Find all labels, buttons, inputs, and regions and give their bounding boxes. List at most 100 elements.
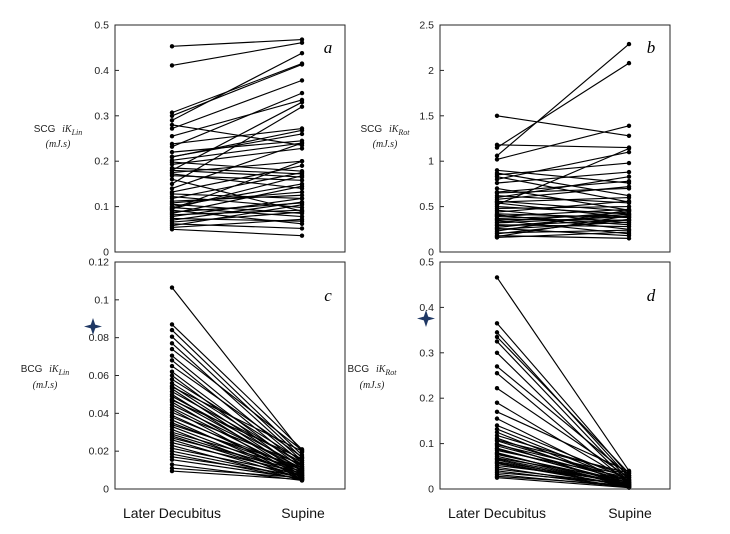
panel-d-point-later-decubitus [494, 426, 500, 432]
panel-c-subject-line [171, 414, 303, 476]
panel-a-point-later-decubitus [169, 122, 175, 128]
panel-a-subject-line [171, 99, 303, 137]
panel-c-subject-line [171, 431, 303, 470]
panel-d-subject-line [496, 424, 630, 480]
panel-c-point-supine [299, 448, 305, 454]
panel-c-ytick-label: 0 [103, 484, 109, 496]
panel-c-ytick-label: 0.08 [89, 332, 110, 344]
panel-c-subject-line [171, 442, 303, 474]
panel-b-point-supine [626, 195, 632, 200]
panel-b-point-supine [626, 198, 632, 204]
panel-a-subject-line [171, 211, 303, 223]
panel-b-frame [439, 24, 671, 253]
panel-a-point-supine [299, 163, 305, 168]
panel-a-ytick-label: 0.2 [94, 156, 109, 168]
panel-b-point-later-decubitus [494, 153, 500, 158]
panel-c-subject-line [171, 324, 303, 450]
panel-d-point-later-decubitus [494, 275, 500, 280]
panel-a-point-supine [299, 99, 305, 105]
panel-d-point-supine [626, 474, 632, 479]
panel-d-points [494, 275, 632, 490]
panel-a-ylabel-prefix: SCG [34, 124, 56, 135]
panel-b-point-supine [626, 123, 632, 128]
panel-b-ylabel: SCG iKRot [360, 124, 410, 137]
panel-a-point-supine [299, 50, 305, 56]
panel-b-ytick-label: 1 [428, 156, 434, 168]
panel-c-subject-line [171, 399, 303, 460]
panel-b-ylabel-sub: Rot [397, 128, 410, 137]
panel-a-point-supine [299, 189, 305, 195]
panel-b-point-supine [626, 224, 632, 229]
panel-a-subject-line [171, 124, 303, 146]
panel-c-subject-line [171, 459, 303, 480]
panel-a-subject-line [171, 228, 303, 237]
panel-b-point-supine [626, 186, 632, 191]
panel-a-point-supine [299, 178, 305, 183]
panel-b-point-supine [626, 133, 632, 138]
panel-a-frame [114, 24, 346, 253]
panel-c-subject-line [171, 348, 303, 451]
panel-b-point-later-decubitus [494, 199, 500, 205]
panel-c-point-later-decubitus [169, 377, 175, 382]
panel-b-subject-line [496, 216, 630, 224]
panel-c-subject-line [171, 437, 303, 472]
panel-d-point-later-decubitus [494, 334, 500, 340]
panel-d-lines [496, 277, 630, 489]
panel-a-point-later-decubitus [169, 126, 175, 131]
panel-a-subject-line [171, 178, 303, 212]
panel-a-subject-line [171, 79, 303, 130]
panel-a-point-supine [299, 40, 305, 45]
panel-a-point-supine [299, 196, 305, 201]
panel-b-ylabel-unit: (mJ.s) [373, 139, 398, 150]
panel-d-point-later-decubitus [494, 446, 500, 452]
panel-a-point-later-decubitus [169, 162, 175, 167]
panel-c-subject-line [171, 391, 303, 464]
panel-c-subject-line [171, 355, 303, 463]
panel-d-subject-line [496, 477, 630, 489]
panel-c-ytick-label: 0.04 [89, 408, 110, 420]
panel-a-subject-line [171, 38, 303, 47]
xlabel-c-supine: Supine [281, 505, 325, 521]
panel-c-subject-line [171, 447, 303, 476]
panel-a-subject-line [171, 52, 303, 121]
panel-a-point-later-decubitus [169, 186, 175, 191]
panel-c-point-later-decubitus [169, 285, 175, 290]
panel-d-ylabel-unit: (mJ.s) [360, 380, 385, 391]
panel-b-subject-line [496, 162, 630, 176]
panel-c-point-later-decubitus [169, 369, 175, 374]
panel-c-letter: c [324, 286, 332, 305]
panel-b-subject-line [496, 176, 630, 199]
panel-c-point-later-decubitus [169, 346, 175, 352]
xlabel-c-later-decubitus: Later Decubitus [123, 505, 221, 521]
panel-c-ytick-label: 0.02 [89, 446, 110, 458]
panel-c-y-ticks: 0 0.02 0.04 0.06 0.08 0.1 0.12 [89, 257, 119, 496]
panel-d-subject-line [496, 458, 630, 486]
panel-b-points [494, 41, 632, 241]
panel-a-point-supine [299, 104, 305, 109]
panel-b-point-supine [626, 236, 632, 241]
panel-c-point-later-decubitus [169, 457, 175, 462]
panel-a-subject-line [171, 42, 303, 66]
panel-d-ytick-label: 0.1 [419, 438, 434, 450]
panel-d-ytick-label: 0.4 [419, 302, 434, 314]
panel-d-subject-line [496, 372, 630, 484]
panel-a-point-later-decubitus [169, 134, 175, 139]
panel-a-ytick-label: 0.5 [94, 20, 109, 32]
panel-a-point-later-decubitus [169, 177, 175, 182]
panel-c-subject-line [171, 450, 303, 479]
panel-d-point-later-decubitus [494, 451, 500, 456]
panel-a-point-supine [299, 173, 305, 178]
panel-a-point-supine [299, 183, 305, 189]
panel-b-point-supine [626, 146, 632, 151]
panel-b-subject-line [496, 172, 630, 197]
panel-a-subject-line [171, 101, 303, 171]
panel-c-ylabel-prefix: BCG [21, 364, 43, 375]
panel-b-subject-line [496, 144, 630, 149]
panel-c-point-later-decubitus [169, 468, 175, 474]
panel-d-point-later-decubitus [494, 386, 500, 391]
panel-c-point-supine [299, 456, 305, 461]
panel-a-point-supine [299, 90, 305, 96]
panel-d-ylabel-symbol: iK [376, 364, 387, 375]
panel-a-point-later-decubitus [169, 44, 175, 49]
